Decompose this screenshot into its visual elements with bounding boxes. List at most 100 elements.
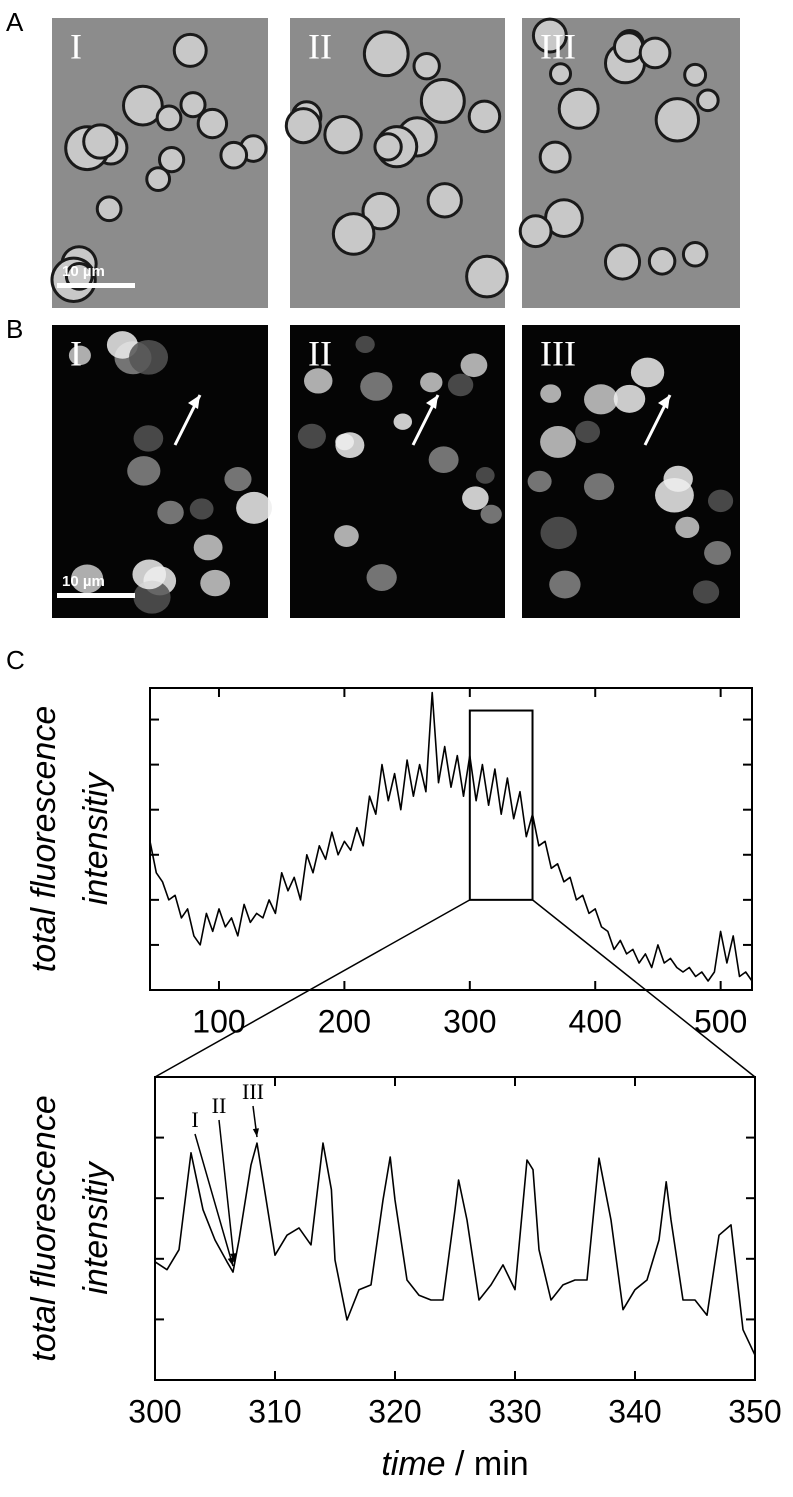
- arrow-head: [188, 395, 200, 409]
- cell: [426, 182, 463, 219]
- cell: [460, 353, 488, 378]
- cell: [518, 214, 553, 249]
- annotation-arrow: [218, 1119, 235, 1262]
- x-axis-label-italic: time: [381, 1445, 445, 1483]
- cell: [132, 559, 167, 590]
- x-tick-label: 200: [318, 1003, 371, 1039]
- cell: [360, 372, 393, 401]
- cell: [64, 262, 94, 291]
- panel-label: A: [6, 7, 24, 37]
- cell: [647, 247, 677, 276]
- cell: [613, 384, 646, 413]
- cell: [540, 426, 576, 458]
- cell: [193, 534, 223, 561]
- cell: [335, 433, 354, 451]
- image-label: I: [70, 26, 82, 66]
- data-line: [154, 1142, 756, 1356]
- annotation-arrow-head: [227, 1257, 234, 1267]
- cell: [304, 368, 333, 394]
- cell: [236, 491, 273, 524]
- cell: [393, 413, 413, 430]
- cell: [549, 570, 581, 599]
- cell: [157, 145, 186, 174]
- cell: [584, 384, 618, 415]
- cell: [419, 77, 466, 124]
- x-tick-label: 330: [488, 1393, 541, 1429]
- plot-frame: [149, 687, 753, 991]
- scale-bar-label: 10 µm: [62, 573, 105, 590]
- arrow-head: [426, 395, 438, 409]
- cell: [447, 373, 474, 397]
- cell: [355, 335, 375, 353]
- panel-label: C: [6, 645, 25, 675]
- annotation: III: [242, 1079, 264, 1104]
- image-label: II: [308, 26, 332, 66]
- cell: [630, 357, 665, 388]
- cell: [675, 516, 700, 539]
- x-tick-label: 400: [569, 1003, 622, 1039]
- scale-bar: [57, 593, 135, 598]
- image-label: III: [540, 333, 576, 373]
- cell: [707, 489, 734, 513]
- cell: [480, 504, 502, 524]
- cell: [284, 107, 322, 145]
- arrow-head: [658, 395, 670, 409]
- cell: [68, 345, 91, 366]
- cell: [361, 191, 401, 231]
- cell: [145, 166, 172, 193]
- annotation-arrow-head: [230, 1253, 237, 1262]
- cell: [172, 32, 208, 68]
- cell: [428, 446, 459, 474]
- data-line: [149, 691, 753, 982]
- cell: [200, 569, 231, 597]
- cell: [129, 339, 169, 375]
- cell: [583, 473, 615, 501]
- cell: [224, 467, 252, 492]
- cell: [638, 36, 672, 70]
- cell: [157, 500, 184, 525]
- y-axis-label: total fluorescence: [25, 1095, 63, 1362]
- cell: [683, 62, 708, 87]
- cell: [133, 580, 171, 614]
- cell: [531, 17, 568, 54]
- cell: [527, 470, 552, 493]
- cell: [654, 97, 701, 143]
- plot-frame: [154, 1076, 756, 1381]
- cell: [538, 140, 572, 174]
- x-tick-label: 350: [728, 1393, 781, 1429]
- cell: [82, 123, 119, 160]
- cell: [696, 88, 720, 113]
- cell: [462, 486, 489, 510]
- annotation-arrow: [194, 1133, 234, 1267]
- cell: [540, 516, 577, 550]
- cell: [219, 140, 249, 170]
- cell: [95, 195, 123, 223]
- y-axis-label: total fluorescence: [25, 706, 63, 973]
- cell: [540, 384, 562, 403]
- cell: [704, 540, 731, 565]
- cell: [179, 91, 207, 119]
- cell: [575, 420, 601, 443]
- annotation-arrow-head: [252, 1128, 259, 1138]
- x-tick-label: 320: [368, 1393, 421, 1429]
- x-tick-label: 300: [128, 1393, 181, 1429]
- y-axis-label: intensitiy: [77, 1160, 115, 1294]
- cell: [155, 104, 183, 132]
- image-label: III: [540, 26, 576, 66]
- image-label: II: [308, 333, 332, 373]
- cell: [412, 51, 441, 81]
- x-tick-label: 300: [443, 1003, 496, 1039]
- cell: [331, 212, 376, 256]
- cell: [467, 99, 502, 134]
- cell: [362, 30, 410, 78]
- cell: [663, 465, 693, 492]
- cell: [373, 132, 403, 162]
- cell: [133, 425, 164, 452]
- cell: [420, 372, 443, 393]
- scale-bar-label: 10 µm: [62, 263, 105, 280]
- cell: [548, 62, 573, 86]
- cell: [196, 107, 229, 140]
- cell: [122, 84, 164, 127]
- cell: [70, 564, 104, 594]
